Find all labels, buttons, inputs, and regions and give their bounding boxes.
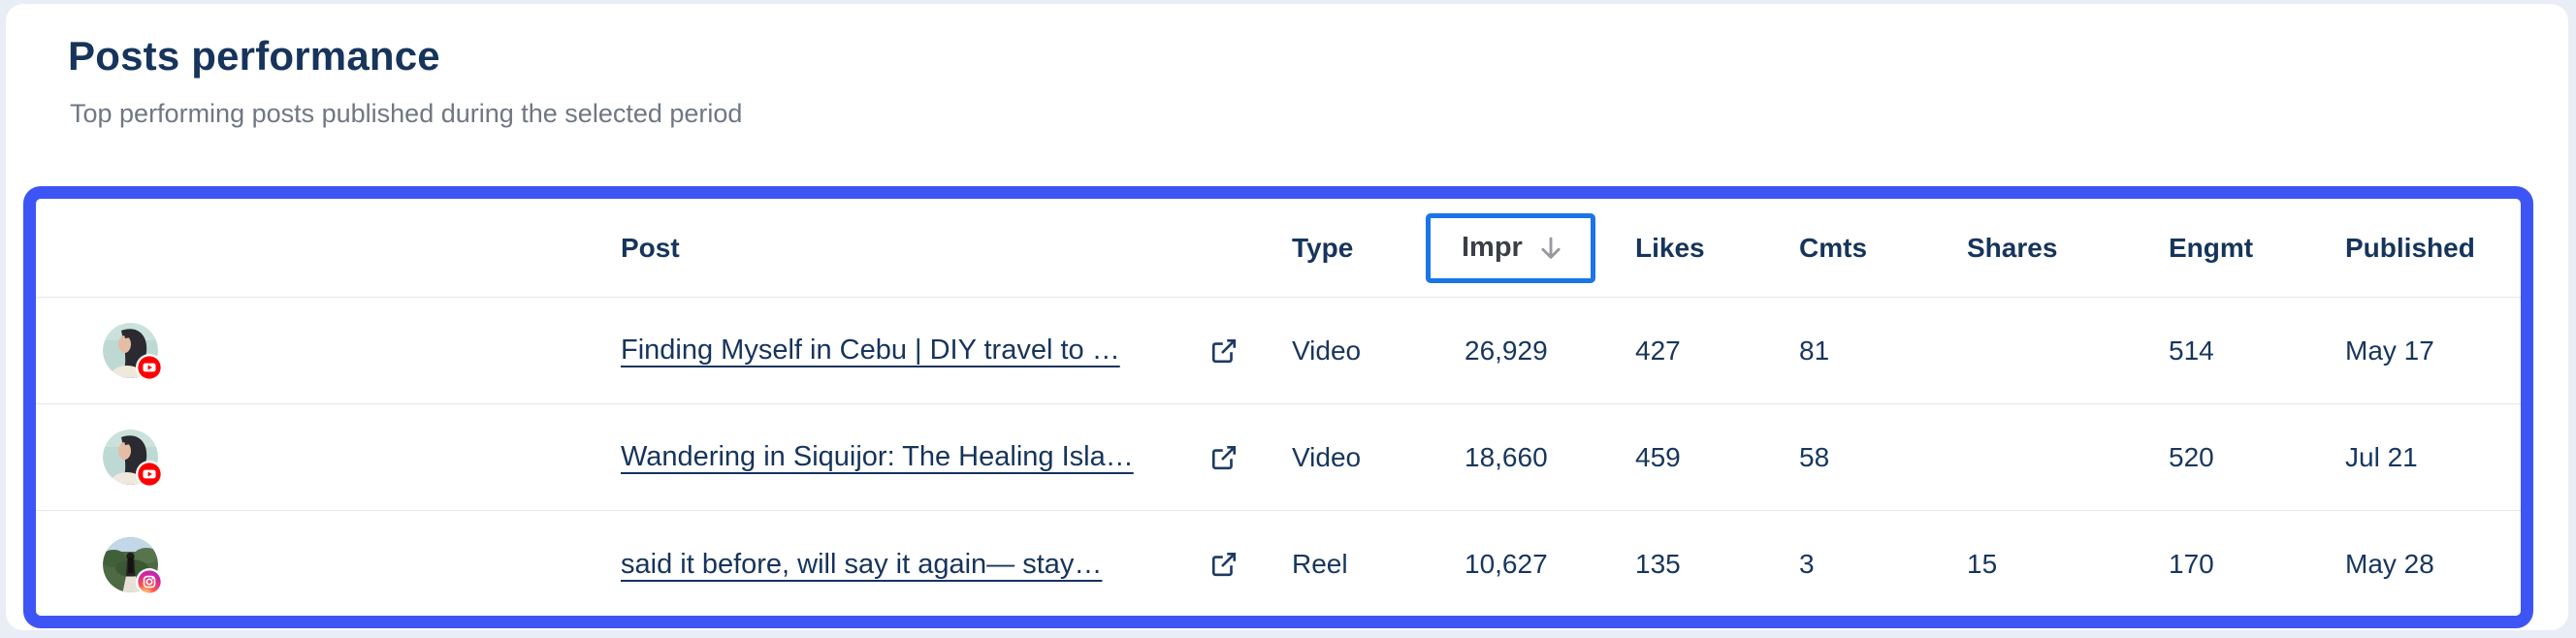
external-link-icon (1211, 338, 1237, 363)
comments-cell: 3 (1799, 549, 1815, 579)
column-header-shares[interactable]: Shares (1967, 232, 2058, 263)
comments-cell: 81 (1799, 335, 1830, 366)
column-header-likes[interactable]: Likes (1635, 232, 1705, 263)
youtube-icon (136, 461, 163, 488)
type-cell: Video (1292, 441, 1362, 472)
impressions-cell: 18,660 (1465, 441, 1548, 472)
type-cell: Video (1292, 335, 1362, 366)
table-row: Finding Myself in Cebu | DIY travel to …… (36, 298, 2521, 404)
column-header-type[interactable]: Type (1292, 232, 1354, 263)
external-link-icon (1211, 445, 1237, 469)
external-link-button[interactable] (1209, 443, 1239, 472)
external-link-button[interactable] (1209, 336, 1239, 366)
post-title-cell: Wandering in Siquijor: The Healing Isla… (621, 441, 1292, 473)
post-link[interactable]: said it before, will say it again— stay… (621, 548, 1103, 580)
impressions-cell: 26,929 (1465, 335, 1548, 366)
table-row: Wandering in Siquijor: The Healing Isla…… (36, 404, 2521, 511)
column-header-post[interactable]: Post (621, 232, 680, 263)
shares-cell: 15 (1967, 549, 1998, 579)
published-cell: May 28 (2345, 549, 2434, 579)
post-avatar-cell (36, 430, 621, 488)
avatar (103, 536, 163, 595)
external-link-button[interactable] (1209, 550, 1239, 579)
engagement-cell: 520 (2169, 441, 2214, 472)
avatar (103, 323, 163, 381)
arrow-down-icon (1541, 237, 1561, 259)
post-avatar-cell (36, 536, 621, 595)
likes-cell: 135 (1635, 549, 1681, 579)
published-cell: Jul 21 (2345, 441, 2418, 472)
sort-column-label: Impr (1462, 232, 1523, 263)
posts-table: Post Type Impr Likes Cmts Shares Engmt P… (23, 186, 2533, 628)
sort-impressions-button[interactable]: Impr (1426, 212, 1595, 283)
engagement-cell: 170 (2169, 549, 2214, 579)
column-header-engmt[interactable]: Engmt (2169, 232, 2254, 263)
external-link-icon (1211, 552, 1237, 577)
post-link[interactable]: Finding Myself in Cebu | DIY travel to … (621, 335, 1120, 366)
likes-cell: 459 (1635, 441, 1681, 472)
likes-cell: 427 (1635, 335, 1681, 366)
avatar (103, 430, 163, 488)
post-title-cell: said it before, will say it again— stay… (621, 549, 1292, 581)
page-title: Posts performance (68, 33, 440, 79)
impressions-cell: 10,627 (1465, 549, 1548, 579)
post-link[interactable]: Wandering in Siquijor: The Healing Isla… (621, 441, 1134, 472)
column-header-cmts[interactable]: Cmts (1799, 232, 1868, 263)
post-title-cell: Finding Myself in Cebu | DIY travel to … (621, 335, 1292, 367)
type-cell: Reel (1292, 549, 1348, 579)
table-header-row: Post Type Impr Likes Cmts Shares Engmt P… (36, 199, 2521, 298)
engagement-cell: 514 (2169, 335, 2214, 366)
column-header-published[interactable]: Published (2345, 232, 2475, 263)
youtube-icon (136, 354, 163, 381)
instagram-icon (136, 567, 163, 595)
page-subtitle: Top performing posts published during th… (70, 99, 743, 128)
comments-cell: 58 (1799, 441, 1830, 472)
column-header-impr: Impr (1426, 212, 1635, 283)
published-cell: May 17 (2345, 335, 2434, 366)
table-row: said it before, will say it again— stay…… (36, 511, 2521, 616)
posts-performance-card: Posts performance Top performing posts p… (6, 4, 2568, 630)
post-avatar-cell (36, 323, 621, 381)
